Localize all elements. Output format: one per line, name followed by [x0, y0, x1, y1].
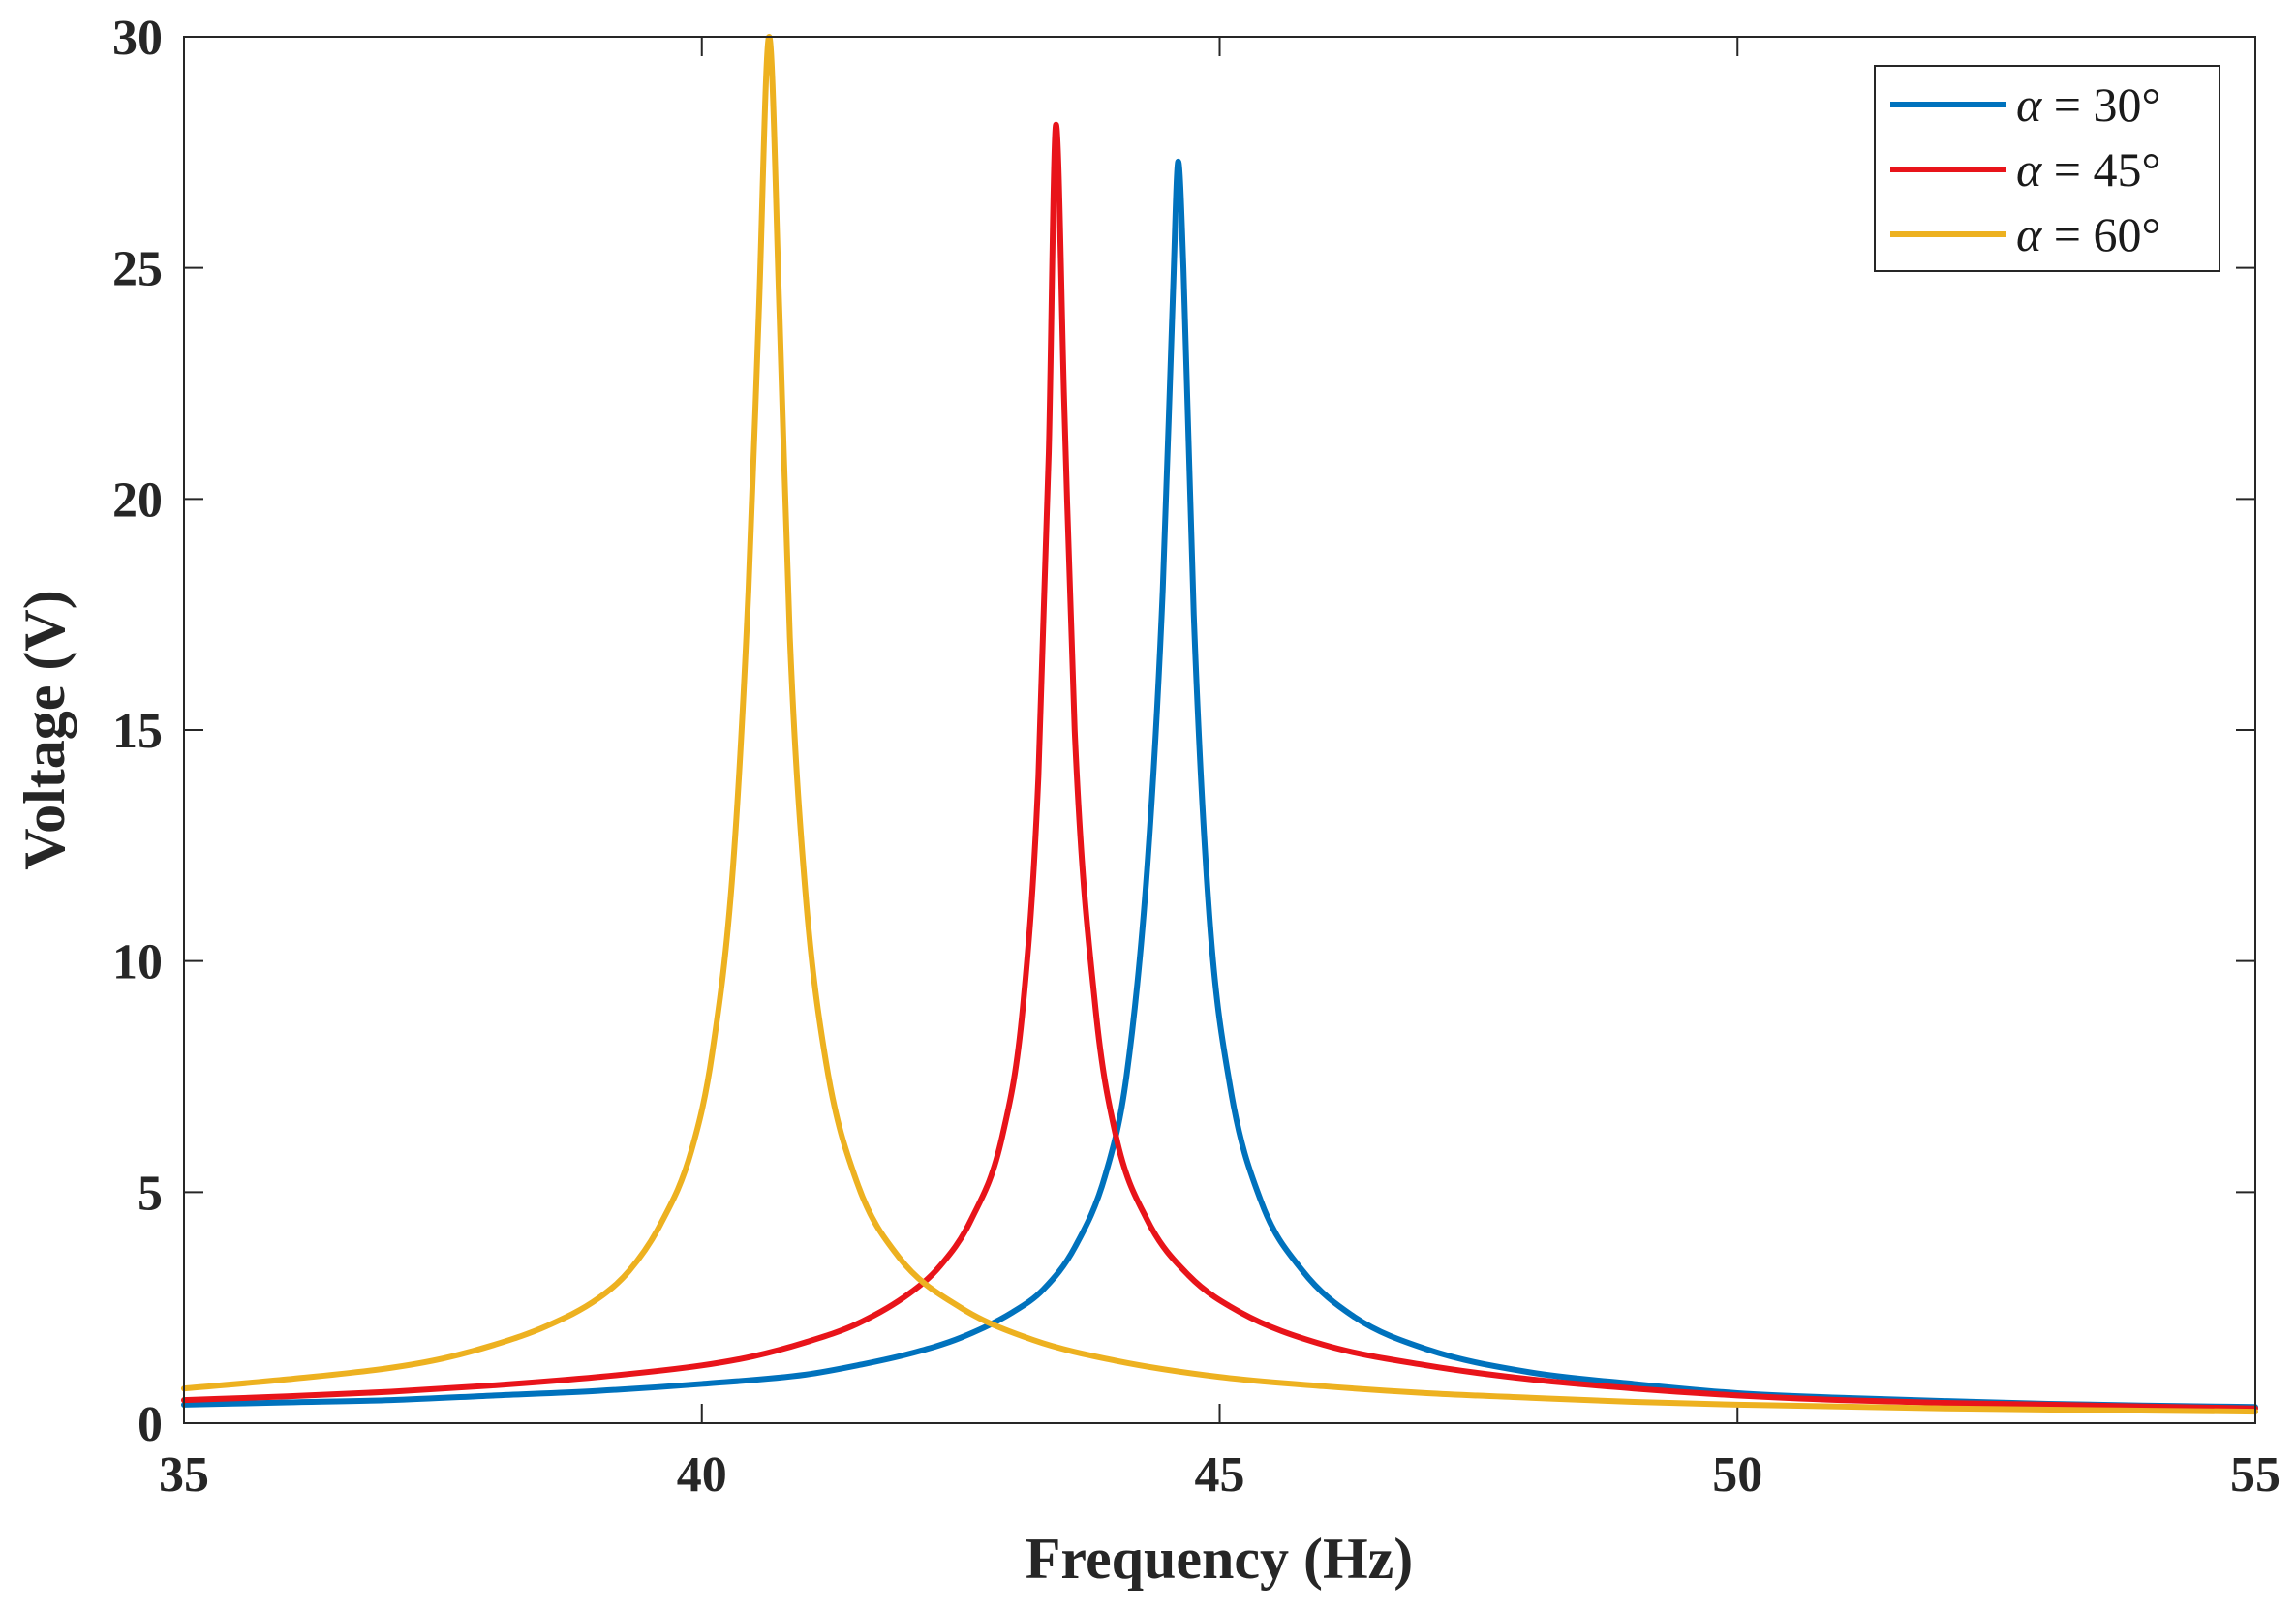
legend-symbol: α [2016, 142, 2043, 197]
legend-label: α = 30° [2016, 77, 2160, 132]
legend-value: = 45° [2041, 142, 2160, 197]
legend-symbol: α [2016, 77, 2043, 132]
x-axis-title: Frequency (Hz) [1026, 1527, 1413, 1591]
x-tick-label: 35 [159, 1447, 209, 1503]
plot-frame [183, 36, 2256, 1424]
y-tick-label: 0 [138, 1397, 163, 1452]
legend-label: α = 60° [2016, 207, 2160, 261]
y-tick-label: 30 [112, 11, 163, 66]
series-line-alpha-60 [181, 34, 2258, 1415]
series-line-alpha-30 [181, 158, 2258, 1411]
x-tick-label: 45 [1195, 1447, 1245, 1503]
y-tick-label: 15 [112, 704, 163, 759]
legend-label: α = 45° [2016, 142, 2160, 197]
tick-labels: 35 40 45 50 55 0 5 10 15 20 25 30 [112, 11, 2281, 1503]
legend-symbol: α [2016, 207, 2043, 261]
y-axis-title: Voltage (V) [13, 590, 77, 869]
x-tick-label: 55 [2230, 1447, 2281, 1503]
series-layer [181, 34, 2258, 1415]
legend-value: = 60° [2041, 207, 2160, 261]
series-line-alpha-45 [181, 121, 2258, 1412]
x-tick-label: 50 [1712, 1447, 1762, 1503]
legend: α = 30°α = 45°α = 60° [1874, 65, 2220, 272]
y-tick-label: 5 [138, 1166, 163, 1221]
y-tick-label: 20 [112, 472, 163, 528]
y-tick-label: 10 [112, 935, 163, 990]
legend-value: = 30° [2041, 77, 2160, 132]
x-tick-label: 40 [677, 1447, 727, 1503]
y-tick-label: 25 [112, 242, 163, 297]
